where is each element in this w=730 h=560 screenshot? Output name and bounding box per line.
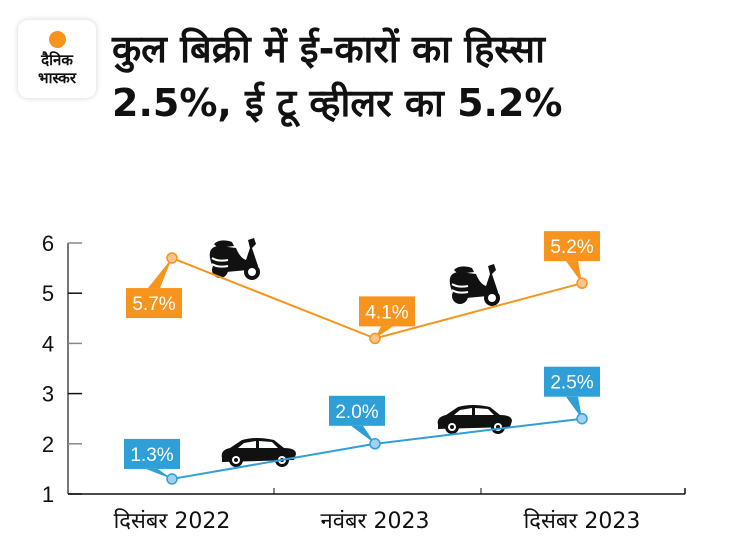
x-tick-label: दिसंबर 2023 <box>524 508 641 534</box>
sun-icon <box>49 31 66 48</box>
label-pointer <box>566 261 582 284</box>
label-pointer <box>566 396 582 419</box>
data-label-box <box>124 438 180 469</box>
y-tick-label: 4 <box>42 331 54 356</box>
data-point <box>576 412 588 425</box>
data-label: 2.0% <box>335 402 378 423</box>
label-pointer <box>146 468 172 479</box>
scooter-icon <box>209 238 260 280</box>
car-icon <box>221 438 296 467</box>
data-label-box <box>329 395 385 426</box>
brand-line1: दैनिक <box>41 51 73 69</box>
data-point <box>369 438 381 450</box>
brand-line2: भास्कर <box>38 69 76 87</box>
data-point <box>576 277 588 289</box>
data-label: 5.7% <box>132 294 175 315</box>
scooter-icon <box>449 264 500 306</box>
car-icon <box>437 405 512 434</box>
brand-logo: दैनिक भास्कर <box>18 20 96 98</box>
y-tick-label: 6 <box>42 231 54 256</box>
x-tick-label: दिसंबर 2022 <box>114 508 231 534</box>
data-label-box <box>544 231 600 262</box>
data-point <box>166 252 178 264</box>
data-label: 4.1% <box>365 302 408 323</box>
data-label-box <box>544 366 600 397</box>
data-label: 2.5% <box>550 373 593 394</box>
y-tick-label: 1 <box>42 482 54 507</box>
chart-title: कुल बिक्री में ई-कारों का हिस्सा 2.5%, ई… <box>112 22 563 130</box>
y-tick-label: 3 <box>42 382 54 407</box>
title-line1: कुल बिक्री में ई-कारों का हिस्सा <box>112 27 545 71</box>
label-pointer <box>148 258 172 289</box>
data-point <box>369 332 381 345</box>
title-line2: 2.5%, ई टू व्हीलर का 5.2% <box>112 81 563 125</box>
data-label-box <box>126 288 182 319</box>
data-label: 1.3% <box>130 445 173 466</box>
y-tick-label: 2 <box>42 432 54 457</box>
data-point <box>166 473 178 485</box>
data-label: 5.2% <box>550 237 593 258</box>
y-tick-label: 5 <box>42 281 54 306</box>
label-pointer <box>351 425 375 444</box>
x-tick-label: नवंबर 2023 <box>321 509 430 534</box>
data-label-box <box>359 296 415 327</box>
